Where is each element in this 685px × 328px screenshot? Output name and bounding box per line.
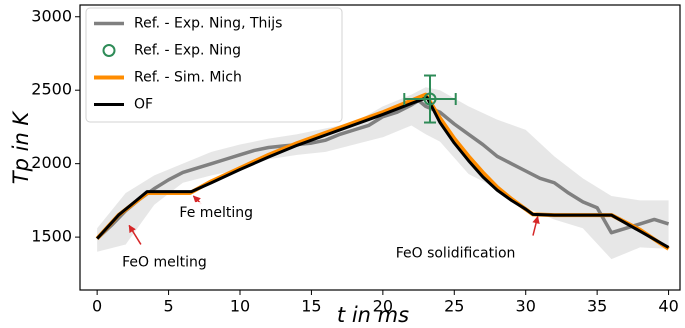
legend-label: Ref. - Exp. Ning, Thijs — [134, 16, 282, 32]
annotation-box — [175, 202, 258, 225]
x-tick-label: 15 — [301, 297, 321, 316]
series-line — [96, 96, 670, 249]
legend-label: OF — [134, 97, 153, 113]
plot-frame — [79, 4, 681, 291]
x-tick-label: 0 — [92, 297, 102, 316]
data-point — [423, 92, 437, 106]
x-tick-label: 35 — [587, 297, 607, 316]
annotation-arrow — [128, 224, 142, 245]
y-tick-label: 1500 — [31, 227, 72, 246]
x-tick-label: 5 — [163, 297, 173, 316]
x-tick-label: 30 — [516, 297, 536, 316]
legend-label: Ref. - Sim. Mich — [134, 70, 242, 86]
x-axis-label: t in ms — [337, 303, 409, 327]
x-tick-label: 10 — [230, 297, 250, 316]
annotation-text: FeO solidification — [396, 246, 516, 262]
y-tick-label: 2500 — [31, 80, 72, 99]
annotation-text: Fe melting — [179, 205, 253, 221]
series-line — [95, 98, 670, 240]
legend-box — [85, 7, 343, 123]
annotation-box — [391, 242, 520, 265]
legend-label: Ref. - Exp. Ning — [134, 43, 241, 59]
y-axis-label: Tp in K — [9, 110, 33, 185]
x-tick-label: 25 — [444, 297, 464, 316]
x-tick-label: 20 — [373, 297, 393, 316]
y-tick-label: 3000 — [31, 6, 72, 25]
annotation-box — [118, 251, 211, 274]
y-tick-label: 2000 — [31, 153, 72, 172]
legend: Ref. - Exp. Ning, Thijs Ref. - Exp. Ning R… — [85, 7, 343, 123]
x-tick-label: 40 — [658, 297, 678, 316]
std-band — [97, 87, 669, 260]
legend-swatch — [102, 44, 116, 57]
annotation-text: FeO melting — [122, 254, 207, 270]
annotation-arrow — [532, 215, 540, 236]
